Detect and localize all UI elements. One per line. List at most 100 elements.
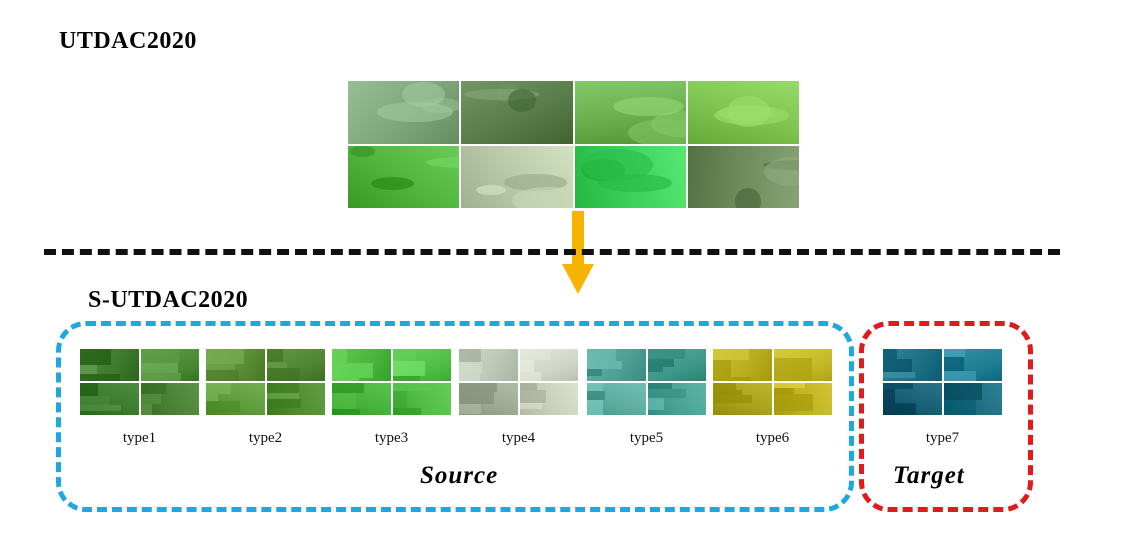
underwater-image (348, 81, 460, 144)
thumbnail-quadrant (80, 383, 139, 415)
texture-blob (332, 409, 361, 415)
type-label: type7 (925, 430, 960, 446)
underwater-image (461, 81, 573, 144)
texture-blob (459, 404, 481, 414)
thumbnail-quadrant (266, 349, 325, 381)
texture-blob (266, 399, 302, 408)
thumbnail-quadrant (943, 349, 1002, 381)
texture-blob (206, 349, 244, 365)
thumbnail-quadrant (80, 349, 139, 381)
texture-blob (713, 390, 743, 396)
underwater-image (348, 145, 460, 208)
texture-blob (713, 349, 749, 360)
texture-blob (587, 368, 602, 377)
texture-blob (773, 349, 789, 358)
type-thumbnail (587, 349, 706, 415)
texture-blob (773, 375, 812, 381)
texture-blob (392, 376, 421, 381)
texture-blob (647, 383, 672, 390)
texture-blob (943, 383, 982, 400)
type-label: type4 (501, 430, 536, 446)
texture-blob (587, 399, 603, 415)
texture-blob (883, 403, 916, 415)
thumbnail-quadrant (647, 383, 706, 415)
texture-blob (773, 383, 805, 389)
thumbnail-quadrant (206, 349, 265, 381)
texture-blob (80, 395, 110, 406)
texture-blob (266, 368, 301, 381)
thumbnail-quadrant (587, 383, 646, 415)
underwater-image (461, 145, 573, 208)
texture-blob (140, 403, 153, 415)
texture-blob (587, 360, 623, 369)
thumbnail-quadrant (883, 349, 942, 381)
texture-blob (80, 349, 111, 366)
texture-blob (392, 349, 416, 362)
underwater-image (574, 81, 686, 144)
texture-blob (718, 104, 776, 122)
texture-blob (883, 349, 897, 359)
texture-blob (647, 367, 663, 373)
texture-blob (140, 393, 162, 404)
type-label: type5 (629, 430, 664, 446)
type-label: type2 (248, 430, 283, 446)
type-thumbnail (713, 349, 832, 415)
texture-blob (332, 349, 348, 364)
thumbnail-quadrant (519, 349, 578, 381)
texture-blob (883, 358, 913, 373)
thumbnail-quadrant (773, 383, 832, 415)
thumbnail-quadrant (713, 383, 772, 415)
texture-blob (425, 156, 460, 168)
texture-blob (773, 388, 795, 394)
utdac2020-image-grid (348, 81, 799, 208)
texture-blob (713, 395, 752, 403)
down-arrow-icon (562, 264, 594, 294)
source-group-box (56, 321, 854, 512)
type-thumbnail (206, 349, 325, 415)
texture-blob (80, 365, 98, 375)
texture-blob (734, 188, 761, 208)
down-arrow-shaft (572, 211, 584, 266)
texture-blob (80, 383, 98, 396)
type-label: type1 (122, 430, 157, 446)
texture-blob (332, 363, 373, 378)
thumbnail-quadrant (519, 383, 578, 415)
texture-blob (647, 359, 674, 368)
texture-blob (206, 369, 240, 381)
texture-blob (80, 405, 121, 412)
texture-blob (647, 389, 686, 399)
texture-blob (943, 370, 976, 381)
underwater-image (687, 81, 799, 144)
texture-blob (519, 349, 550, 361)
texture-blob (612, 97, 684, 117)
texture-blob (377, 102, 454, 123)
texture-blob (587, 391, 605, 400)
thumbnail-quadrant (206, 383, 265, 415)
texture-blob (519, 371, 541, 381)
texture-blob (206, 364, 236, 370)
target-group-box (859, 321, 1033, 512)
texture-blob (332, 383, 364, 394)
dashed-separator (44, 249, 1060, 255)
texture-blob (519, 360, 535, 372)
texture-blob (943, 399, 977, 415)
texture-blob (350, 145, 375, 157)
texture-blob (943, 356, 965, 371)
texture-blob (266, 362, 287, 369)
underwater-image (687, 145, 799, 208)
texture-blob (140, 372, 181, 381)
texture-blob (647, 349, 685, 360)
texture-blob (370, 177, 414, 191)
texture-blob (883, 388, 895, 404)
texture-blob (713, 376, 751, 381)
texture-blob (459, 383, 498, 393)
texture-blob (266, 349, 284, 363)
texture-blob (206, 400, 241, 412)
texture-blob (459, 392, 495, 405)
texture-blob (627, 119, 686, 144)
texture-blob (206, 383, 231, 395)
texture-blob (459, 349, 482, 363)
thumbnail-quadrant (332, 383, 391, 415)
thumbnail-quadrant (587, 349, 646, 381)
texture-blob (581, 148, 653, 182)
